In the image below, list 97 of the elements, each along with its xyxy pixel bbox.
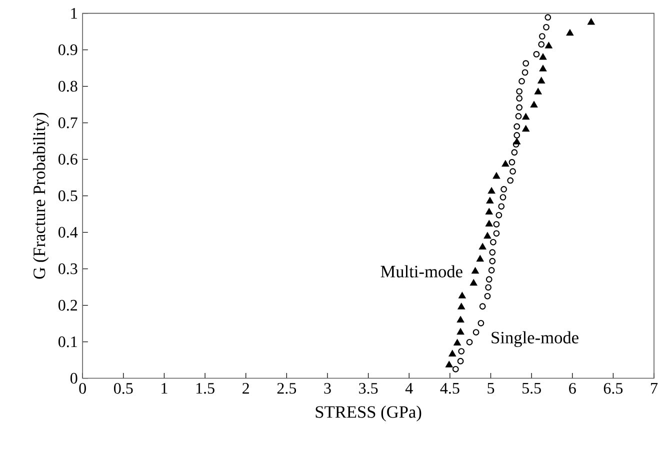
x-tick-label: 7 <box>651 383 658 394</box>
point <box>516 88 523 95</box>
point <box>516 104 523 111</box>
point <box>488 267 495 274</box>
x-axis-title: STRESS (GPa) <box>316 406 422 422</box>
point <box>486 197 494 204</box>
point <box>500 186 508 192</box>
x-tick-label: 5.5 <box>522 383 541 394</box>
point <box>522 113 530 120</box>
point <box>538 77 545 84</box>
point <box>507 177 514 184</box>
x-tick-label: 3.5 <box>359 383 378 394</box>
y-tick-label: 0.7 <box>58 117 78 128</box>
point <box>543 24 550 30</box>
y-tick-label: 0.5 <box>58 190 78 202</box>
point <box>484 293 491 300</box>
series-label: Multi-mode <box>380 265 462 278</box>
x-tick-label: 0.5 <box>114 383 133 394</box>
point <box>466 339 473 346</box>
y-axis-title: G (Fracture Probability) <box>33 112 49 279</box>
y-tick-label: 1 <box>71 8 77 19</box>
x-tick-label: 0 <box>79 383 86 394</box>
point <box>457 358 464 364</box>
x-tick-label: 6 <box>569 383 576 394</box>
point <box>539 54 547 60</box>
y-tick-label: 0.8 <box>58 80 78 92</box>
point <box>489 258 496 264</box>
point <box>479 243 486 250</box>
x-tick-label: 3 <box>324 383 331 394</box>
point <box>500 194 506 201</box>
x-tick-label: 2 <box>242 383 249 394</box>
point <box>518 78 525 84</box>
point <box>545 42 552 48</box>
y-tick-label: 0.3 <box>58 263 78 274</box>
point <box>544 14 552 21</box>
point <box>511 149 518 156</box>
point <box>512 141 520 148</box>
point <box>458 303 465 310</box>
point <box>472 329 480 336</box>
point <box>488 187 496 194</box>
point <box>454 339 461 346</box>
point <box>458 292 466 298</box>
point <box>484 232 492 239</box>
y-tick-label: 0.1 <box>58 336 77 348</box>
point <box>457 316 464 323</box>
point <box>479 303 486 310</box>
point <box>492 172 500 179</box>
point <box>538 33 546 40</box>
point <box>522 60 530 67</box>
point <box>452 366 459 372</box>
point <box>486 220 493 227</box>
point <box>538 41 545 48</box>
point <box>457 328 464 335</box>
point <box>566 29 574 36</box>
point <box>522 69 528 76</box>
point <box>522 125 530 132</box>
point <box>539 65 547 72</box>
y-tick-label: 0.9 <box>58 44 78 56</box>
point <box>446 361 453 368</box>
point <box>533 51 540 58</box>
point <box>493 230 500 237</box>
point <box>514 132 520 138</box>
point <box>486 276 492 283</box>
point <box>486 208 493 215</box>
point <box>498 203 505 210</box>
x-tick-label: 5 <box>488 383 494 394</box>
point <box>530 101 538 108</box>
point <box>496 212 502 218</box>
point <box>493 221 500 228</box>
point <box>516 95 523 102</box>
point <box>534 88 542 94</box>
point <box>510 168 516 175</box>
y-tick-label: 0.6 <box>58 154 78 165</box>
point <box>508 159 516 166</box>
point <box>490 239 496 246</box>
point <box>489 249 496 256</box>
point <box>515 113 522 120</box>
point <box>478 320 484 326</box>
point <box>514 123 520 130</box>
x-tick-label: 4 <box>405 383 413 394</box>
point <box>485 284 492 291</box>
point <box>470 279 478 286</box>
y-tick-label: 0.4 <box>58 226 78 238</box>
point <box>588 18 595 25</box>
point <box>476 255 484 262</box>
point <box>448 350 456 357</box>
point <box>472 267 479 274</box>
point <box>502 160 509 167</box>
point <box>458 348 465 355</box>
series-label: Single-mode <box>492 331 578 348</box>
x-tick-label: 1.5 <box>196 383 214 394</box>
x-tick-label: 2.5 <box>277 383 296 394</box>
y-tick-label: 0 <box>70 372 78 384</box>
x-tick-label: 6.5 <box>604 383 623 394</box>
x-tick-label: 1 <box>162 383 168 394</box>
x-tick-label: 4.5 <box>440 383 460 394</box>
y-tick-label: 0.2 <box>58 300 77 311</box>
